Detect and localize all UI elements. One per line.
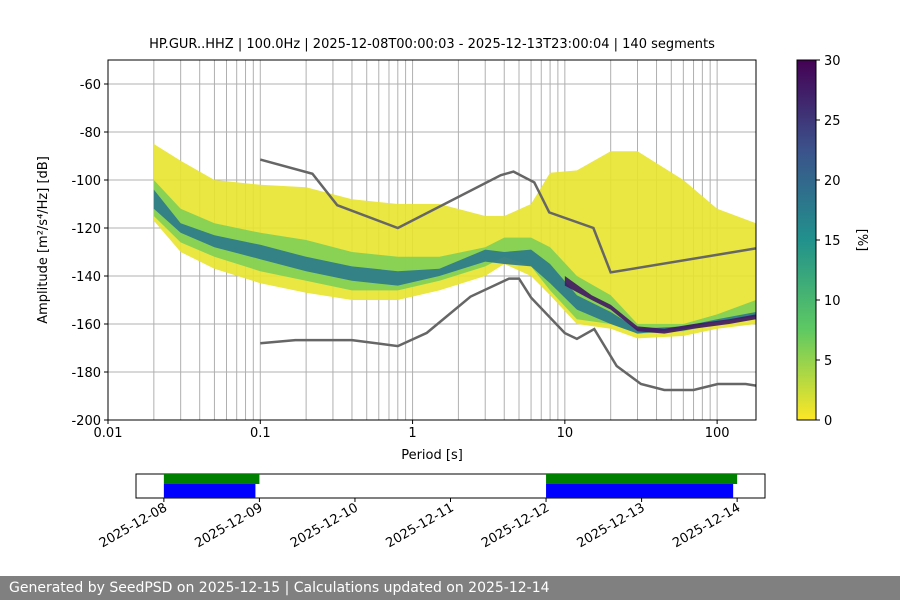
timeline-tick-label: 2025-12-08 [97, 500, 170, 551]
noise-models [259, 158, 756, 392]
colorbar-tick-label: 5 [824, 354, 832, 369]
chart-title: HP.GUR..HHZ | 100.0Hz | 2025-12-08T00:00… [149, 37, 715, 52]
y-tick-label: -140 [71, 270, 101, 285]
x-tick-label: 1 [408, 426, 416, 441]
colorbar-tick-label: 10 [824, 294, 841, 309]
colorbar-tick-label: 0 [824, 414, 832, 429]
y-tick-label: -80 [80, 126, 101, 141]
y-tick-label: -160 [71, 318, 101, 333]
noise-model-line [260, 277, 756, 392]
timeline-tick-label: 2025-12-13 [575, 500, 648, 551]
x-tick-label: 0.01 [94, 426, 123, 441]
timeline-tick-label: 2025-12-09 [192, 500, 265, 551]
x-axis-label: Period [s] [401, 448, 463, 463]
footer: Generated by SeedPSD on 2025-12-15 | Cal… [0, 576, 900, 600]
colorbar-tick-label: 15 [824, 234, 841, 249]
plot-frame [107, 59, 757, 421]
y-tick-label: -100 [71, 174, 101, 189]
chart: HP.GUR..HHZ | 100.0Hz | 2025-12-08T00:00… [36, 37, 869, 551]
y-axis-label: Amplitude [m²/s⁴/Hz] [dB] [36, 156, 51, 324]
noise-model-line [259, 158, 756, 274]
density-band [564, 276, 756, 334]
axes: 0.01 0.1 1 10 100-200-180-160-140-120-100-80… [71, 54, 840, 441]
colorbar-tick-label: 30 [824, 54, 841, 69]
y-tick-label: -180 [71, 366, 101, 381]
density-band [153, 189, 756, 334]
x-tick-label: 100 [705, 426, 730, 441]
timeline-tick-label: 2025-12-10 [288, 500, 361, 551]
x-tick-label: 10 [557, 426, 574, 441]
coverage-bar [546, 484, 734, 498]
coverage-bar [546, 474, 738, 484]
coverage-bar [163, 484, 256, 498]
timeline-tick-label: 2025-12-14 [670, 500, 743, 551]
y-tick-label: -120 [71, 222, 101, 237]
colorbar-tick-label: 20 [824, 174, 841, 189]
timeline: 2025-12-08 2025-12-09 2025-12-10 2025-12-11… [97, 474, 743, 551]
colorbar-label: [%] [854, 229, 869, 252]
timeline-tick-label: 2025-12-11 [384, 500, 457, 551]
coverage-bar [163, 474, 260, 484]
x-tick-label: 0.1 [250, 426, 271, 441]
density [153, 144, 756, 339]
timeline-tick-label: 2025-12-12 [479, 500, 552, 551]
y-tick-label: -200 [71, 414, 101, 429]
density-band [153, 180, 756, 334]
density-band [153, 144, 756, 339]
colorbar [796, 59, 817, 421]
colorbar-tick-label: 25 [824, 114, 841, 129]
y-tick-label: -60 [80, 78, 101, 93]
